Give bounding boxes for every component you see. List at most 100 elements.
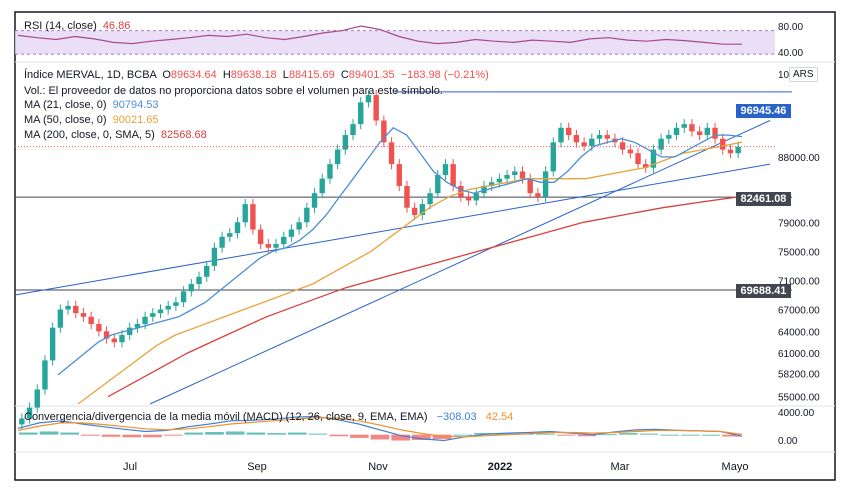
candle-body: [388, 142, 395, 165]
ma200-value: 82568.68: [160, 129, 207, 141]
candle-body: [720, 138, 726, 150]
macd-histogram-bar: [577, 434, 597, 437]
candle-body: [334, 149, 341, 165]
candle-body: [365, 95, 372, 103]
macd-histogram-bar: [143, 434, 162, 438]
macd-histogram-bar: [81, 434, 100, 436]
volume-note: Vol.: El proveedor de datos no proporcio…: [24, 84, 443, 98]
high-label: H: [222, 69, 231, 81]
candle-body: [296, 222, 302, 230]
candle-body: [288, 229, 295, 237]
candle-body: [42, 360, 48, 390]
candle-body: [450, 164, 456, 186]
macd-pane: [17, 415, 743, 442]
symbol-name: Índice MERVAL, 1D, BCBA: [24, 69, 157, 81]
candle-body: [273, 244, 279, 248]
trendline: [149, 120, 771, 405]
candle-body: [535, 193, 541, 197]
candle-body: [381, 120, 387, 143]
macd-histogram-bar: [184, 432, 204, 435]
candle-body: [211, 247, 218, 266]
macd-tick-label: 4000.00: [778, 408, 815, 419]
rsi-line: [17, 25, 742, 45]
ma50-legend[interactable]: MA (50, close, 0) 90021.65: [24, 113, 159, 127]
macd-histogram-bar: [618, 433, 638, 435]
candle-body: [57, 309, 64, 328]
ma21-legend[interactable]: MA (21, close, 0) 90794.53: [24, 98, 159, 112]
macd-histogram-bar: [19, 432, 38, 435]
price-tick-label: 88000.00: [778, 153, 820, 164]
candle-body: [404, 185, 410, 208]
candle-body: [704, 127, 711, 136]
macd-histogram-bar: [598, 434, 617, 436]
candle-body: [157, 309, 164, 314]
macd-histogram-bar: [370, 434, 390, 440]
rsi-band: [15, 30, 775, 55]
rsi-tick-label: 80.00: [778, 22, 803, 33]
change-value: −183.98 (−0.21%): [400, 69, 489, 81]
candle-body: [581, 142, 587, 146]
candle-body: [242, 204, 248, 223]
candle-body: [504, 175, 510, 179]
candle-body: [712, 127, 718, 139]
candle-body: [73, 305, 79, 314]
symbol-legend: Índice MERVAL, 1D, BCBA O89634.64 H89638…: [24, 68, 489, 82]
candle-body: [34, 389, 40, 408]
macd-histogram-bar: [267, 433, 286, 435]
candle-body: [696, 131, 703, 136]
candle-body: [319, 178, 325, 194]
candle-body: [173, 302, 179, 306]
candle-body: [427, 193, 433, 205]
rsi-label: RSI (14, close): [24, 20, 97, 32]
candle-body: [219, 236, 225, 248]
time-tick-label: Mar: [611, 461, 630, 473]
price-label-high: 96945.46: [736, 104, 791, 118]
low-label: L: [282, 69, 289, 81]
ma200-legend[interactable]: MA (200, close, 0, SMA, 5) 82568.68: [24, 128, 207, 142]
candle-body: [204, 265, 210, 277]
price-label-low: 69688.41: [736, 284, 791, 298]
candle-body: [589, 138, 595, 146]
signal-line: [17, 416, 743, 438]
time-tick-label: 2022: [488, 461, 512, 473]
time-tick-label: Nov: [368, 461, 388, 473]
candle-body: [373, 95, 379, 121]
candle-body: [673, 127, 680, 136]
close-value: 89401.35: [348, 69, 395, 81]
candle-body: [396, 164, 402, 186]
macd-histogram-bar: [329, 434, 348, 437]
macd-histogram-bar: [536, 433, 555, 435]
candle-body: [643, 164, 649, 168]
macd-histogram-bar: [246, 432, 266, 435]
macd-histogram-bar: [432, 434, 452, 439]
candle-body: [527, 178, 533, 194]
candle-body: [327, 164, 333, 179]
rsi-value: 46.86: [102, 20, 131, 32]
price-tick-label: 64000.00: [778, 327, 820, 338]
ma200-line: [107, 195, 743, 398]
macd-histogram-bar: [474, 433, 493, 435]
candle-body: [411, 207, 418, 216]
candle-body: [65, 305, 71, 310]
candle-body: [150, 313, 156, 317]
time-tick-label: Sep: [247, 461, 267, 473]
candle-body: [550, 142, 556, 172]
candle-body: [488, 182, 495, 186]
candle-body: [496, 178, 503, 183]
outer-border: [14, 11, 836, 481]
macd-histogram-bar: [412, 434, 431, 440]
candle-body: [689, 124, 695, 132]
time-tick-label: Mayo: [722, 461, 749, 473]
candle-body: [142, 316, 148, 325]
currency-button[interactable]: ARS: [789, 67, 818, 82]
macd-histogram-bar: [308, 433, 328, 435]
candle-body: [103, 331, 110, 339]
candle-body: [111, 338, 117, 343]
candle-body: [188, 284, 194, 292]
signal-value: 42.54: [485, 411, 514, 423]
candle-body: [519, 171, 526, 179]
macd-histogram-bar: [660, 434, 679, 436]
price-tick-label: 67000.00: [778, 306, 820, 317]
macd-histogram-bar: [701, 434, 721, 436]
